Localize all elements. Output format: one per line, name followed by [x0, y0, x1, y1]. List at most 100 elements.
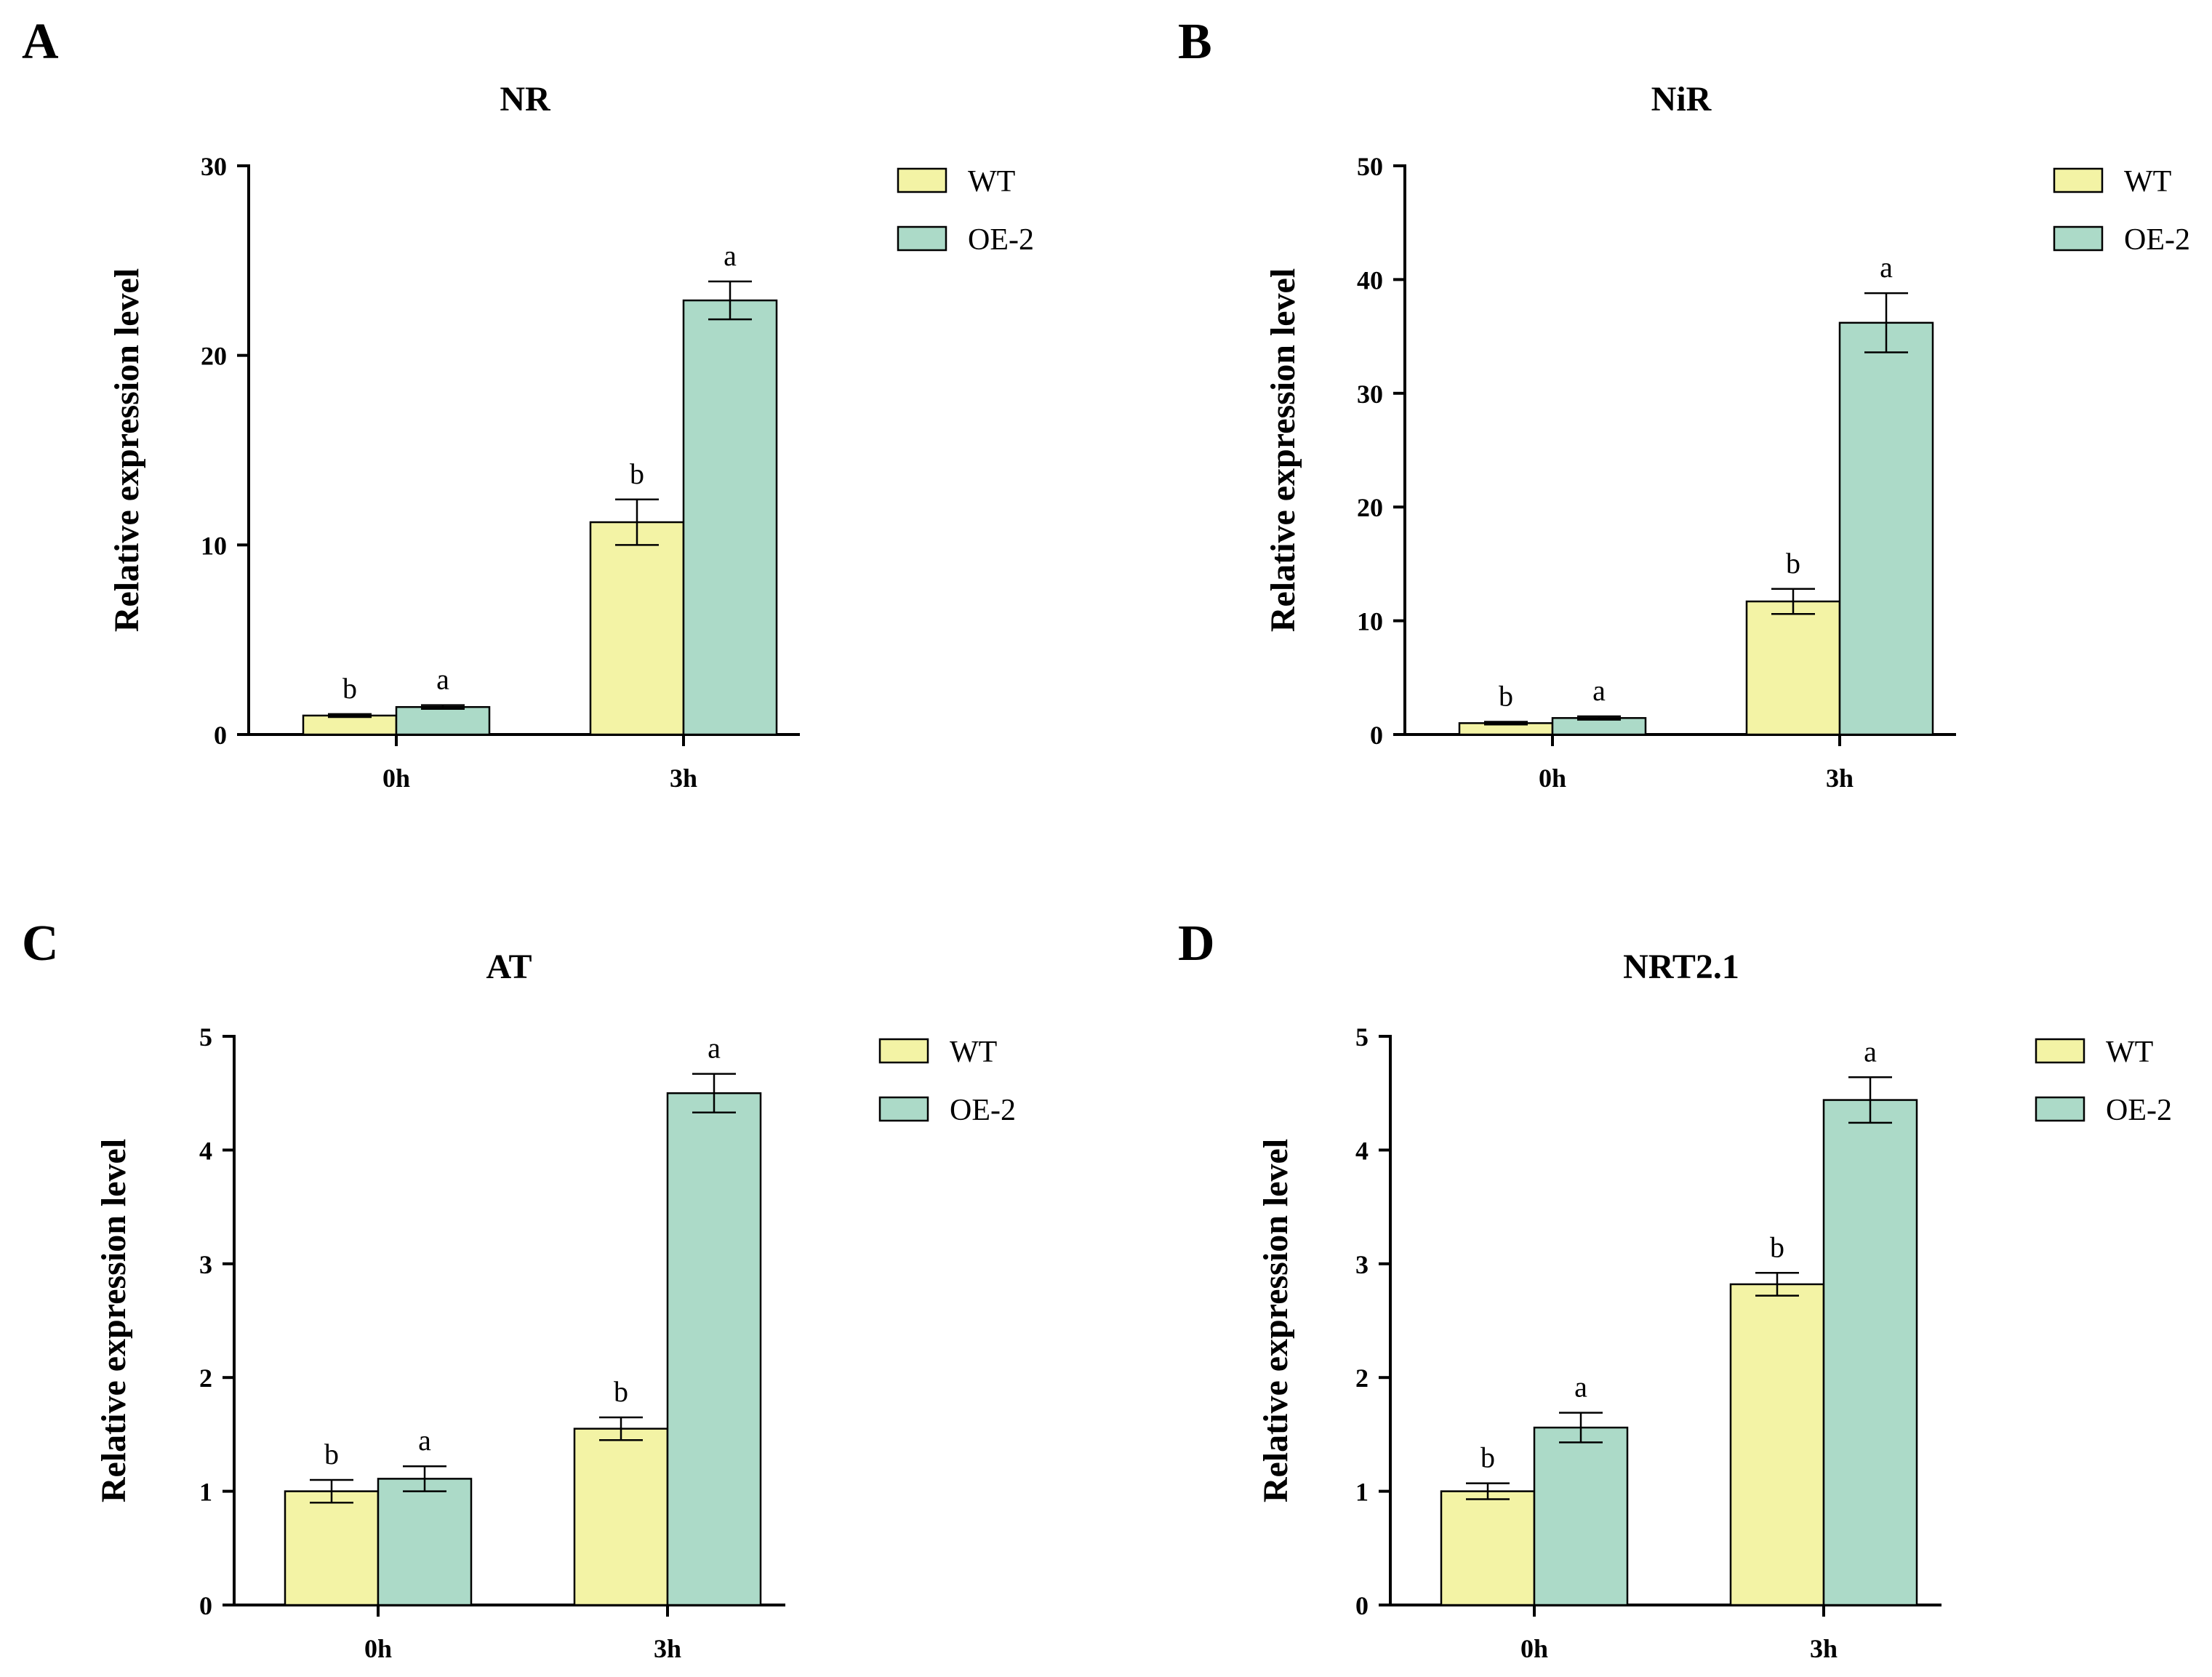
- error-bar: [599, 1416, 643, 1441]
- significance-letter: a: [708, 1032, 721, 1065]
- panel-B: B NiR Relative expression level 0 10 20 30 40 50…: [1178, 14, 2190, 793]
- legend-swatch-oe-2: [2053, 225, 2104, 252]
- y-tick-label: 2: [1355, 1364, 1369, 1393]
- y-tick-label: 10: [201, 531, 227, 560]
- bar-oe-2-0h: [395, 705, 491, 736]
- error-bar: [708, 280, 752, 321]
- error-bar: [1577, 715, 1621, 721]
- error-bar: [1864, 292, 1908, 353]
- legend: WT OE-2: [897, 165, 1034, 257]
- bar-oe-2-0h: [377, 1478, 473, 1606]
- error-bar: [615, 498, 659, 546]
- chart-title: NRT2.1: [1623, 948, 1739, 986]
- legend-swatch-wt: [2035, 1038, 2085, 1064]
- x-tick-label: 3h: [1826, 764, 1854, 793]
- significance-letter: b: [1480, 1441, 1495, 1474]
- y-tick-label: 20: [1357, 493, 1383, 522]
- y-tick-label: 4: [199, 1136, 212, 1165]
- x-tick-label: 0h: [1520, 1634, 1548, 1663]
- panel-letter: D: [1178, 916, 1215, 972]
- y-tick-label: 40: [1357, 265, 1383, 295]
- significance-letter: a: [436, 663, 449, 696]
- chart-title: NR: [500, 80, 551, 119]
- panel-letter: A: [22, 14, 59, 70]
- bar-oe-2-3h: [1838, 321, 1934, 736]
- significance-letter: b: [342, 672, 357, 705]
- error-bar: [1755, 1272, 1799, 1297]
- legend-swatch-wt: [878, 1038, 929, 1064]
- legend-label: OE-2: [2106, 1094, 2172, 1127]
- y-axis-label: Relative expression level: [95, 1139, 133, 1502]
- bar-wt-3h: [589, 521, 685, 736]
- legend: WT OE-2: [878, 1036, 1016, 1127]
- y-tick-label: 5: [199, 1022, 212, 1052]
- y-tick-label: 2: [199, 1364, 212, 1393]
- significance-letter: b: [1786, 547, 1800, 580]
- x-tick-label: 3h: [654, 1634, 681, 1663]
- y-tick-label: 0: [1370, 721, 1383, 750]
- error-bar: [403, 1465, 446, 1492]
- x-tick-label: 3h: [1810, 1634, 1838, 1663]
- legend-label: OE-2: [950, 1094, 1016, 1127]
- error-bar: [1466, 1482, 1510, 1500]
- legend-label: WT: [2106, 1036, 2153, 1069]
- y-tick-label: 10: [1357, 607, 1383, 636]
- panel-letter: C: [22, 916, 59, 972]
- significance-letter: a: [1592, 674, 1606, 707]
- y-tick-label: 0: [199, 1591, 212, 1620]
- legend-label: WT: [2124, 165, 2171, 199]
- bar-wt-0h: [302, 714, 398, 736]
- legend-swatch-wt: [2053, 167, 2104, 193]
- panel-A: A NR Relative expression level 0 10 20 30 0h b a 3…: [22, 14, 1034, 793]
- bar-wt-3h: [573, 1428, 669, 1606]
- chart-title: AT: [486, 948, 532, 986]
- error-bar: [421, 704, 465, 711]
- legend-swatch-oe-2: [2035, 1096, 2085, 1122]
- x-tick-label: 0h: [364, 1634, 392, 1663]
- legend: WT OE-2: [2035, 1036, 2172, 1127]
- bar-wt-3h: [1745, 600, 1841, 736]
- y-tick-label: 1: [1355, 1478, 1369, 1507]
- significance-letter: b: [324, 1438, 339, 1470]
- y-tick-label: 20: [201, 342, 227, 371]
- error-bar: [1771, 588, 1815, 615]
- legend: WT OE-2: [2053, 165, 2190, 257]
- legend-label: WT: [968, 165, 1015, 199]
- y-tick-label: 3: [199, 1250, 212, 1279]
- error-bar: [1848, 1076, 1892, 1124]
- significance-letter: b: [630, 457, 644, 490]
- bar-wt-3h: [1729, 1283, 1825, 1606]
- significance-letter: a: [724, 239, 737, 272]
- significance-letter: b: [614, 1375, 628, 1408]
- significance-letter: b: [1770, 1230, 1784, 1263]
- panel-C: C AT Relative expression level 0 1 2 3 4 5 0h b a 3h…: [22, 916, 1016, 1663]
- error-bar: [328, 713, 372, 719]
- bar-oe-2-3h: [666, 1092, 762, 1606]
- bar-wt-0h: [1440, 1490, 1536, 1606]
- significance-letter: a: [1864, 1035, 1877, 1068]
- y-tick-label: 5: [1355, 1022, 1369, 1052]
- x-tick-label: 0h: [1539, 764, 1566, 793]
- y-tick-label: 0: [1355, 1591, 1369, 1620]
- significance-letter: b: [1499, 679, 1513, 712]
- legend-label: OE-2: [2124, 223, 2190, 257]
- significance-letter: a: [1574, 1371, 1587, 1404]
- y-tick-label: 30: [1357, 380, 1383, 409]
- y-tick-label: 50: [1357, 152, 1383, 181]
- panel-letter: B: [1178, 14, 1212, 70]
- x-tick-label: 0h: [382, 764, 410, 793]
- y-tick-label: 4: [1355, 1136, 1369, 1165]
- y-tick-label: 3: [1355, 1250, 1369, 1279]
- legend-swatch-wt: [897, 167, 947, 193]
- error-bar: [310, 1478, 353, 1504]
- y-tick-label: 30: [201, 152, 227, 181]
- y-axis-label: Relative expression level: [108, 268, 146, 632]
- y-axis-label: Relative expression level: [1257, 1139, 1295, 1502]
- y-tick-label: 1: [199, 1478, 212, 1507]
- significance-letter: a: [418, 1424, 431, 1457]
- legend-swatch-oe-2: [878, 1096, 929, 1122]
- error-bar: [1559, 1412, 1603, 1444]
- legend-label: OE-2: [968, 223, 1034, 257]
- significance-letter: a: [1880, 251, 1893, 284]
